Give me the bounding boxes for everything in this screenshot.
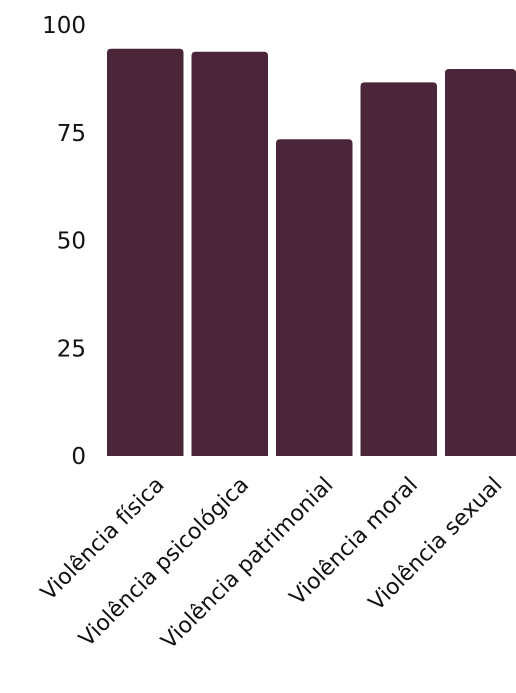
bar-3 [276,139,353,456]
x-tick-label: Violência patrimonial [157,473,339,655]
y-tick-label: 25 [57,336,86,362]
bar-5 [445,68,516,456]
y-tick-label: 0 [71,444,86,470]
x-tick-label: Violência psicológica [75,473,254,652]
bars [107,48,516,457]
y-tick-label: 100 [42,13,86,39]
y-tick-label: 75 [57,121,86,147]
bar-4 [360,82,437,456]
bar-2 [191,51,268,457]
y-tick-label: 50 [57,229,86,255]
bar-1 [107,48,184,456]
y-axis: 0 25 50 75 100 [42,13,86,470]
